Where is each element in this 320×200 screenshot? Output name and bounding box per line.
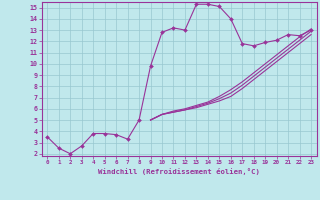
X-axis label: Windchill (Refroidissement éolien,°C): Windchill (Refroidissement éolien,°C)	[98, 168, 260, 175]
